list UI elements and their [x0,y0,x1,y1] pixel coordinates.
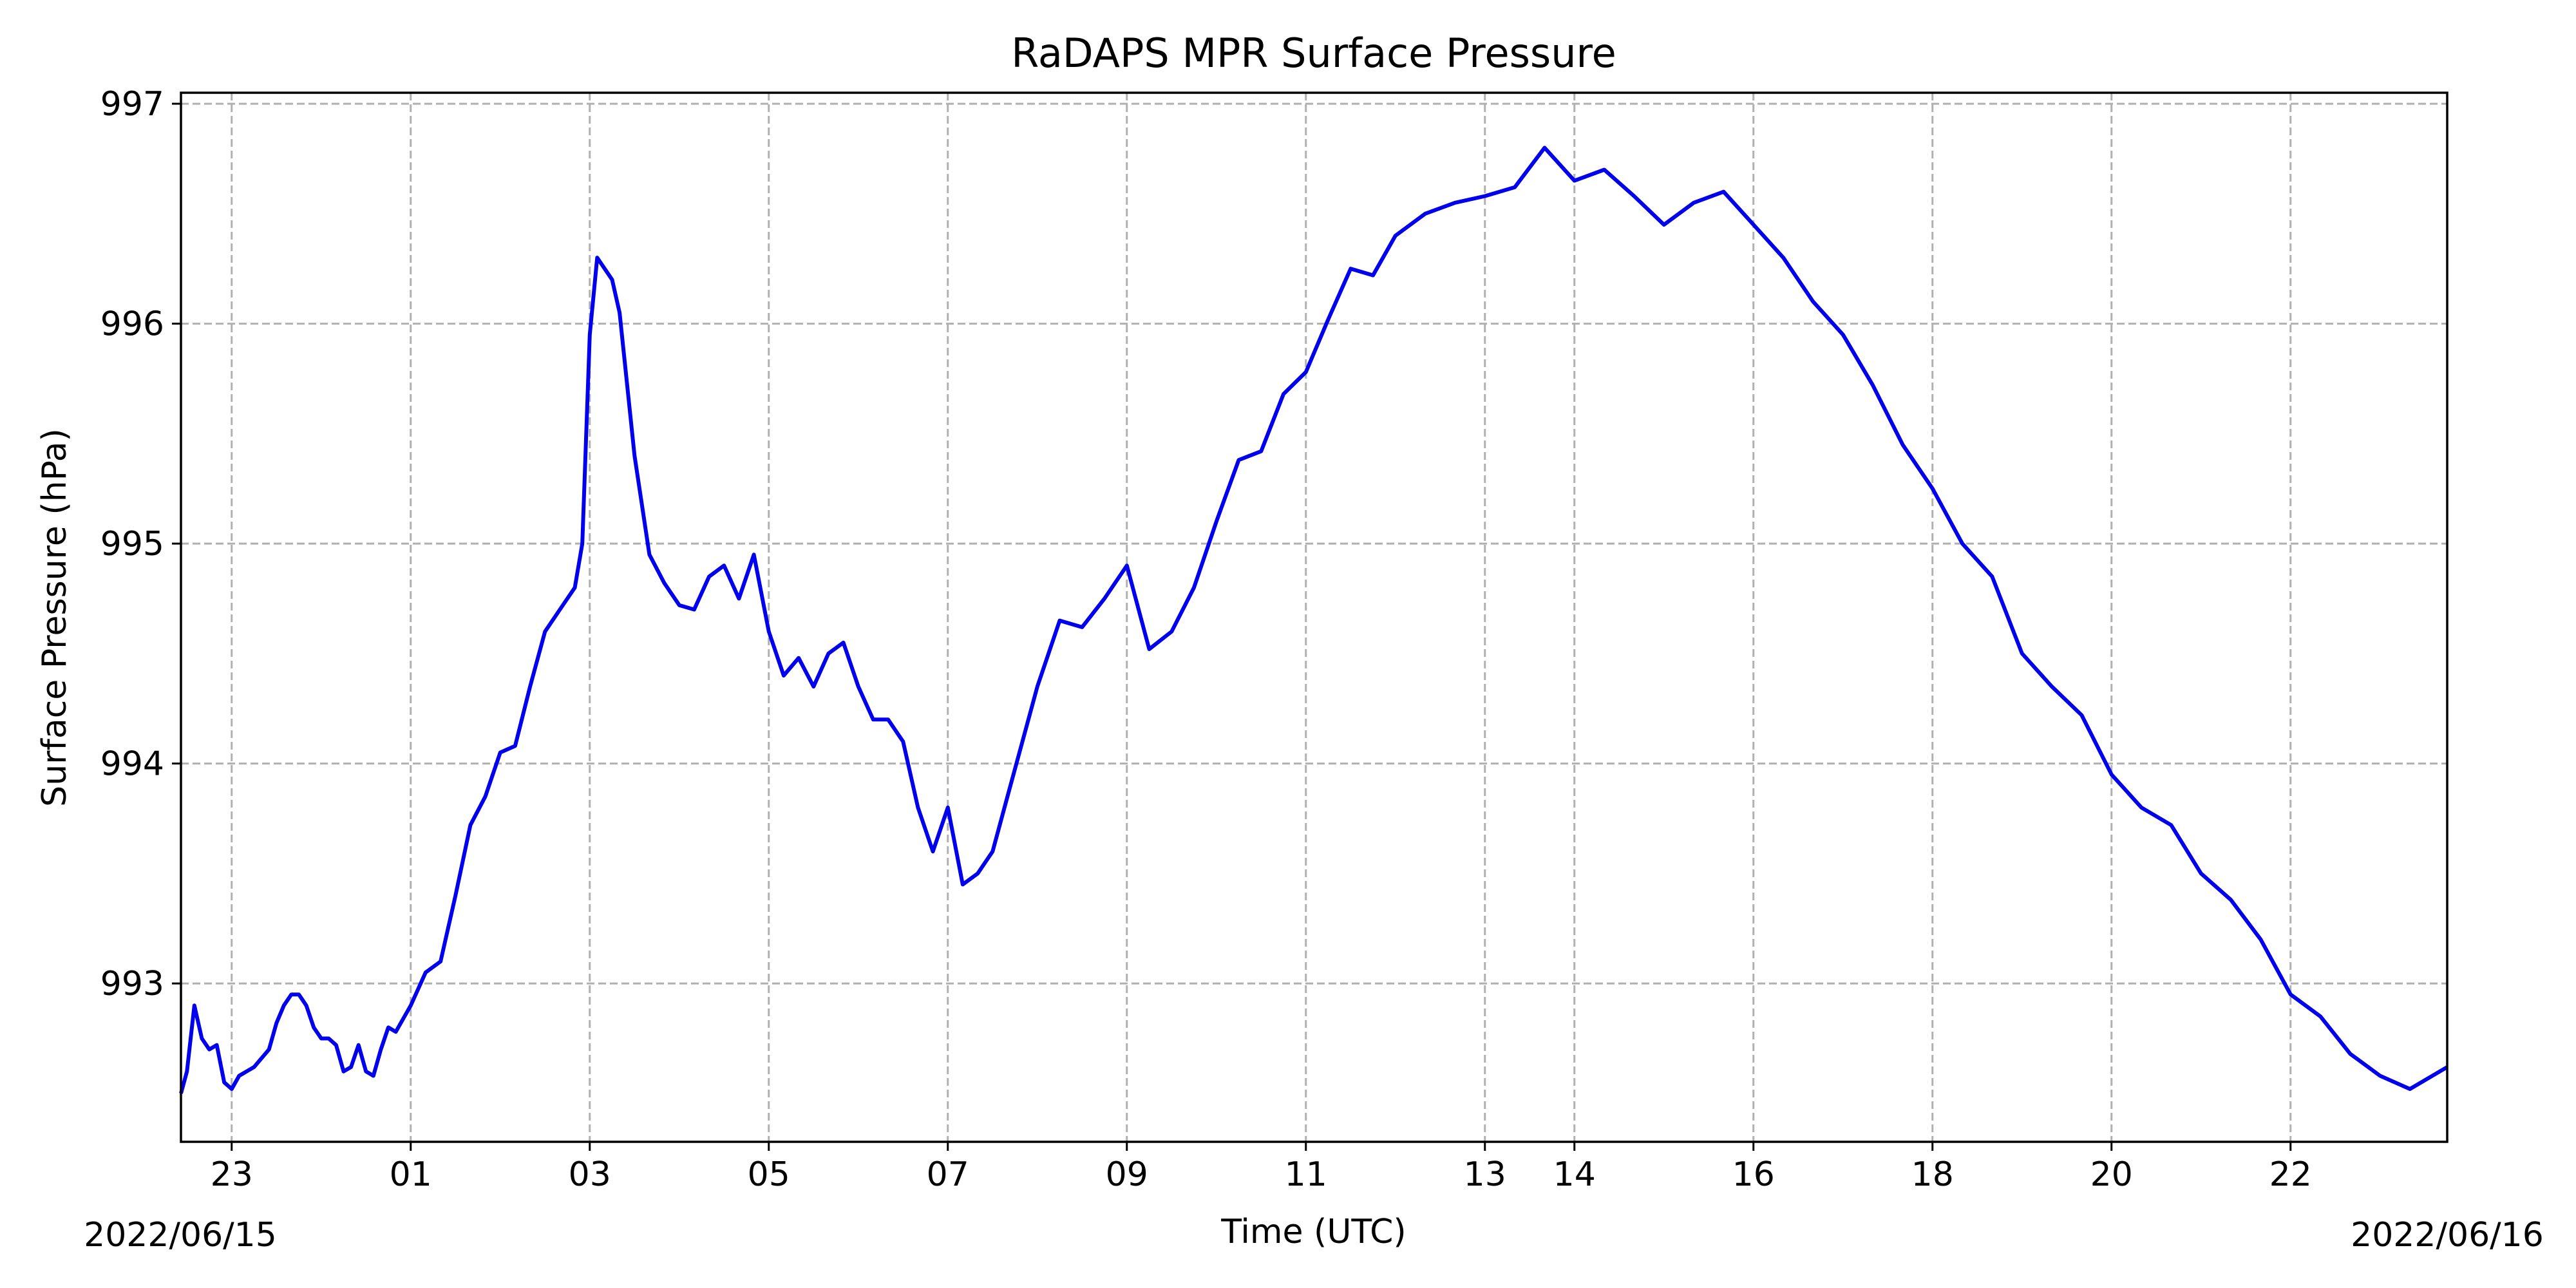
pressure-line [179,146,2448,1094]
x-tick-label: 07 [927,1155,969,1194]
x-tick-label: 18 [1911,1155,1954,1194]
y-tick-label: 994 [100,745,164,784]
x-axis-label: Time (UTC) [1220,1213,1406,1251]
end-date-label: 2022/06/16 [2351,1216,2544,1255]
y-tick-label: 996 [100,305,164,344]
x-tick-label: 05 [748,1155,790,1194]
grid [181,93,2447,1142]
x-tick-label: 14 [1553,1155,1596,1194]
ticks: 997 996 995 994 993 23 01 03 05 07 09 11 13 14 16 18 20 2… [100,85,2312,1194]
series-layer [179,146,2448,1094]
y-axis-label: Surface Pressure (hPa) [35,428,74,807]
start-date-label: 2022/06/15 [84,1216,277,1255]
x-tick-label: 01 [390,1155,432,1194]
x-tick-label: 22 [2269,1155,2312,1194]
x-tick-label: 20 [2090,1155,2133,1194]
y-tick-label: 997 [100,85,164,124]
x-tick-label: 09 [1106,1155,1148,1194]
chart-title: RaDAPS MPR Surface Pressure [1011,30,1616,77]
y-tick-label: 995 [100,525,164,564]
x-tick-label: 03 [569,1155,611,1194]
x-tick-label: 23 [211,1155,253,1194]
x-tick-label: 13 [1464,1155,1506,1194]
x-tick-label: 11 [1285,1155,1327,1194]
y-tick-label: 993 [100,965,164,1003]
plot-frame [180,91,2448,1143]
x-tick-label: 16 [1732,1155,1775,1194]
